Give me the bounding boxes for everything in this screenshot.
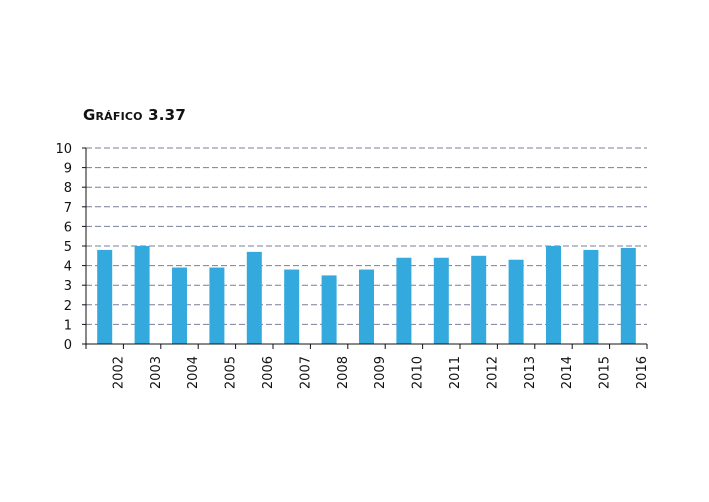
bar-2004 bbox=[172, 267, 187, 344]
bar-2002 bbox=[97, 249, 113, 344]
x-tick-label-2008: 2008 bbox=[336, 356, 351, 389]
x-tick-label-2009: 2009 bbox=[373, 356, 388, 389]
y-tick-labels: 0 1 2 3 4 5 6 7 8 9 10 bbox=[55, 142, 72, 353]
x-tick-label-2003: 2003 bbox=[149, 356, 164, 389]
y-tick-label-2: 2 bbox=[64, 299, 72, 314]
bars bbox=[97, 246, 636, 344]
bar-2013 bbox=[508, 259, 524, 344]
x-tick-label-2012: 2012 bbox=[485, 356, 500, 389]
y-tick-label-10: 10 bbox=[55, 142, 72, 157]
x-tick-labels: 2002 2003 2004 2005 2006 2007 2008 2009 2010 2011… bbox=[111, 356, 650, 389]
y-tick-label-7: 7 bbox=[64, 201, 72, 216]
x-tick-label-2014: 2014 bbox=[560, 356, 575, 389]
x-tick-label-2016: 2016 bbox=[635, 356, 650, 389]
y-tick-label-8: 8 bbox=[64, 181, 72, 196]
y-tick-label-4: 4 bbox=[64, 260, 72, 275]
x-tick-label-2007: 2007 bbox=[298, 356, 313, 389]
bar-2014 bbox=[546, 246, 561, 344]
x-tick-label-2002: 2002 bbox=[111, 356, 126, 389]
y-tick-label-3: 3 bbox=[64, 279, 72, 294]
bar-2010 bbox=[396, 257, 412, 344]
bar-2007 bbox=[284, 269, 300, 344]
x-tick-label-2010: 2010 bbox=[411, 356, 426, 389]
x-tick-label-2013: 2013 bbox=[523, 356, 538, 389]
bar-2005 bbox=[209, 267, 225, 344]
x-tick-label-2006: 2006 bbox=[261, 356, 276, 389]
y-tick-label-1: 1 bbox=[64, 318, 72, 333]
bar-2015 bbox=[583, 249, 599, 344]
y-tick-label-5: 5 bbox=[64, 240, 72, 255]
chart-title: Gráfico 3.37 bbox=[83, 106, 186, 124]
bar-2016 bbox=[620, 247, 636, 344]
bar-2008 bbox=[321, 275, 337, 344]
y-tick-label-0: 0 bbox=[64, 338, 72, 353]
axes bbox=[82, 147, 648, 349]
x-tick-label-2011: 2011 bbox=[448, 356, 463, 389]
bar-2003 bbox=[134, 246, 150, 344]
y-tick-label-6: 6 bbox=[64, 220, 72, 235]
y-tick-label-9: 9 bbox=[64, 162, 72, 177]
x-tick-label-2015: 2015 bbox=[598, 356, 613, 389]
x-tick-label-2004: 2004 bbox=[186, 356, 201, 389]
bar-2012 bbox=[471, 255, 487, 344]
bar-2006 bbox=[246, 251, 262, 344]
bar-2011 bbox=[433, 257, 449, 344]
bar-2009 bbox=[359, 269, 374, 344]
x-tick-label-2005: 2005 bbox=[224, 356, 239, 389]
